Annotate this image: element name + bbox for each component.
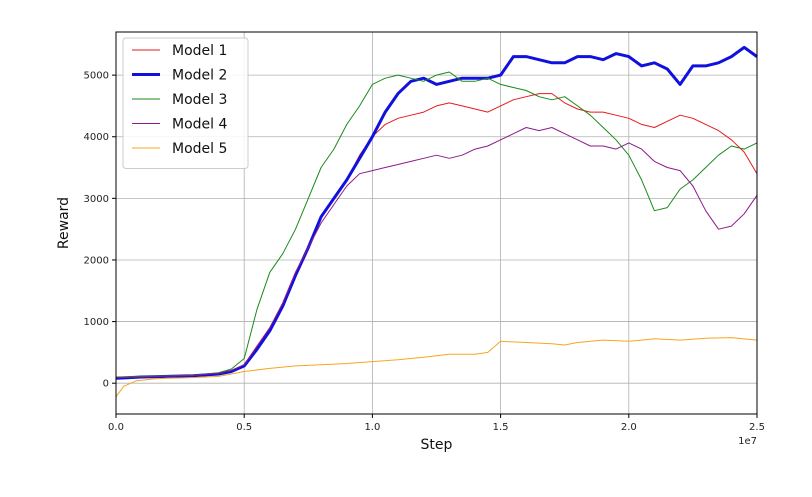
legend-label-model-3: Model 3: [172, 92, 227, 108]
axis-ticks: 0.0 0.5 1.0 1.5 2.0 2.5 0 1000 2000 3000 4000 5000: [84, 71, 765, 433]
series-line-model-4: [115, 127, 758, 379]
x-tick-label: 2.0: [621, 422, 637, 433]
y-tick-label: 4000: [84, 132, 109, 143]
x-offset-label: 1e7: [738, 436, 757, 447]
series-lines: [115, 45, 758, 397]
legend: Model 1 Model 2 Model 3 Model 4 Model 5: [122, 37, 249, 169]
y-tick-label: 2000: [84, 255, 109, 266]
y-tick-label: 5000: [84, 71, 109, 82]
legend-label-model-2: Model 2: [172, 68, 227, 84]
x-tick-label: 1.0: [364, 422, 380, 433]
legend-label-model-4: Model 4: [172, 117, 227, 133]
x-tick-label: 0.5: [236, 422, 252, 433]
x-tick-label: 1.5: [493, 422, 509, 433]
x-axis-label: Step: [421, 437, 453, 453]
x-tick-label: 0.0: [108, 422, 124, 433]
y-tick-label: 1000: [84, 317, 109, 328]
x-tick-label: 2.5: [749, 422, 765, 433]
y-axis-label: Reward: [56, 197, 72, 249]
plot-frame: [115, 31, 758, 415]
series-line-model-3: [115, 71, 758, 378]
legend-label-model-5: Model 5: [172, 141, 227, 157]
y-tick-label: 3000: [84, 194, 109, 205]
series-line-model-2: [115, 45, 758, 380]
legend-label-model-1: Model 1: [172, 43, 227, 59]
y-tick-label: 0: [103, 379, 109, 390]
legend-box: [122, 37, 249, 169]
series-line-model-5: [115, 337, 758, 397]
